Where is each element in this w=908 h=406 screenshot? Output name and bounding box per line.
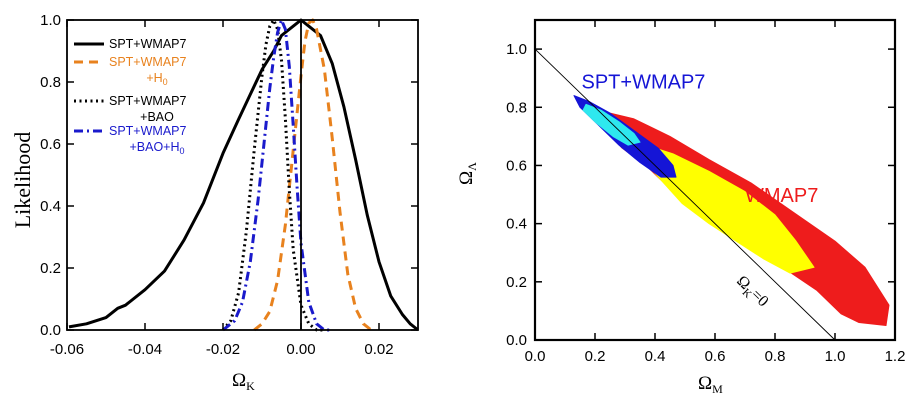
likelihood-axis-ticks: -0.06 -0.04 -0.02 0.00 0.02 0.0 0.2 0.4 0.6 0.8 1.… <box>40 12 418 358</box>
x-tick-label: 0.02 <box>364 341 393 358</box>
omega-contour-chart: ΩK=0 SPT+WMAP7 WMAP7 0.0 0.2 0.4 0.6 0.8 1.0 1.… <box>456 18 905 396</box>
likelihood-y-axis-label: Likelihood <box>10 132 35 229</box>
x-tick-label: -0.04 <box>128 341 162 358</box>
region-label: SPT+WMAP7 <box>582 71 706 93</box>
legend-label-line2: +H0 <box>146 71 167 87</box>
y-tick-label: 0.4 <box>506 216 527 233</box>
likelihood-plot-frame <box>66 19 419 331</box>
y-tick-label: 0.6 <box>506 157 527 174</box>
legend-label: SPT+WMAP7 <box>109 55 186 69</box>
wmap7-contour-inner <box>636 141 815 274</box>
x-tick-label: 1.0 <box>825 348 846 365</box>
y-tick-label: 0.2 <box>40 260 61 277</box>
likelihood-curve-dashed <box>253 18 373 332</box>
likelihood-x-axis-label: ΩK <box>232 370 255 393</box>
flat-universe-label: ΩK=0 <box>731 272 771 312</box>
x-tick-label: 0.8 <box>765 348 786 365</box>
region-label: WMAP7 <box>745 185 818 207</box>
legend-label-line2: +BAO <box>140 110 174 124</box>
likelihood-legend: SPT+WMAP7SPT+WMAP7+H0SPT+WMAP7+BAOSPT+WM… <box>74 37 186 156</box>
contour-annotations: SPT+WMAP7 WMAP7 <box>582 71 819 206</box>
y-tick-label: 0.2 <box>506 274 527 291</box>
omega-y-axis-label: ΩΛ <box>456 162 479 185</box>
x-tick-label: 0.2 <box>585 348 606 365</box>
omega-axis-ticks: 0.0 0.2 0.4 0.6 0.8 1.0 1.2 0.0 0.2 0.4 0.6 0.8 1.0 <box>506 20 905 365</box>
omega-x-axis-label: ΩM <box>698 373 723 396</box>
legend-label: SPT+WMAP7 <box>109 37 186 51</box>
y-tick-label: 0.6 <box>40 136 61 153</box>
likelihood-curve-solid <box>68 18 419 332</box>
contour-regions-group <box>573 95 890 326</box>
x-tick-label: 0.00 <box>286 341 315 358</box>
y-tick-label: 1.0 <box>506 41 527 58</box>
y-tick-label: 0.0 <box>506 332 527 349</box>
likelihood-curve-dashdot <box>222 18 333 332</box>
likelihood-chart: -0.06 -0.04 -0.02 0.00 0.02 0.0 0.2 0.4 0.6 0.8 1.… <box>10 12 419 393</box>
x-tick-label: 0.6 <box>705 348 726 365</box>
x-tick-label: -0.02 <box>206 341 240 358</box>
flat-universe-line <box>534 48 836 341</box>
y-tick-label: 0.4 <box>40 198 61 215</box>
y-tick-label: 0.0 <box>40 322 61 339</box>
x-tick-label: -0.06 <box>50 341 84 358</box>
legend-label: SPT+WMAP7 <box>109 124 186 138</box>
y-tick-label: 1.0 <box>40 12 61 29</box>
spt-wmap7-contour-inner <box>582 103 641 146</box>
legend-label-line2: +BAO+H0 <box>129 140 184 156</box>
legend-label: SPT+WMAP7 <box>109 94 186 108</box>
x-tick-label: 0.4 <box>645 348 666 365</box>
y-tick-label: 0.8 <box>40 74 61 91</box>
x-tick-label: 1.2 <box>885 348 906 365</box>
y-tick-label: 0.8 <box>506 99 527 116</box>
likelihood-series-group <box>68 18 419 332</box>
x-tick-label: 0.0 <box>525 348 546 365</box>
